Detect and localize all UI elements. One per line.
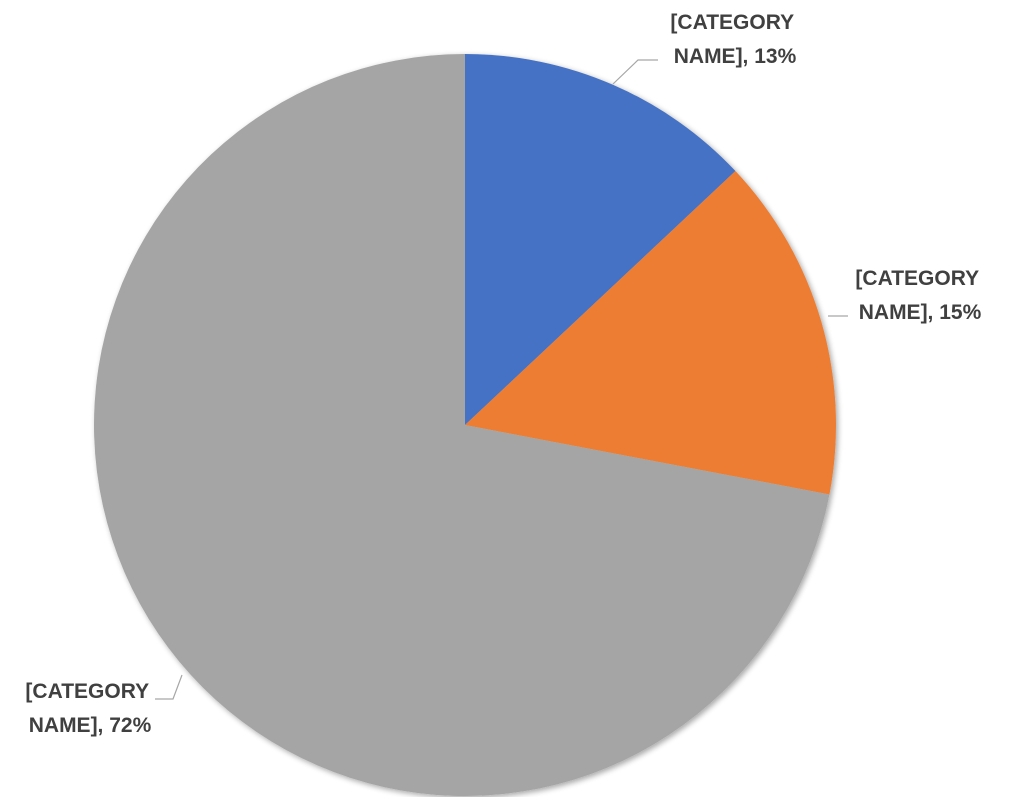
pie-slice-2 [465, 171, 837, 495]
data-label-slice-3-line1: [CATEGORY [25, 680, 149, 703]
data-label-slice-2-line1: [CATEGORY [855, 267, 979, 290]
leader-line-slice-1 [612, 59, 658, 85]
data-label-slice-3: [CATEGORY NAME], 72% [25, 680, 154, 737]
data-label-slice-2-line2: NAME], 15% [859, 301, 982, 324]
data-label-slice-1-line1: [CATEGORY [670, 11, 794, 34]
data-label-slice-3-line2: NAME], 72% [29, 714, 152, 737]
data-label-slice-2: [CATEGORY NAME], 15% [855, 267, 984, 324]
data-label-slice-1: [CATEGORY NAME], 13% [670, 11, 799, 68]
pie-slices [93, 54, 837, 796]
data-label-slice-1-line2: NAME], 13% [674, 45, 797, 68]
leader-lines [155, 59, 848, 700]
pie-slice-1 [465, 54, 736, 425]
pie-slice-3 [93, 54, 830, 796]
leader-line-slice-3 [155, 674, 183, 700]
